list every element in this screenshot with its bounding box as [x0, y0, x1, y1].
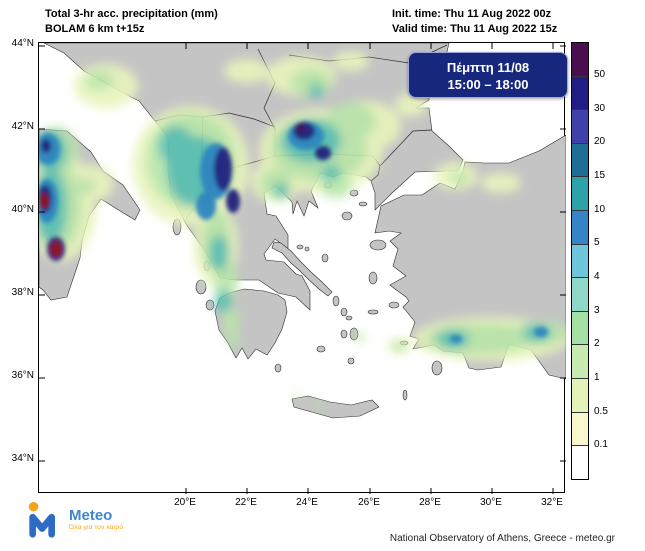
forecast-day: Πέμπτη 11/08	[446, 60, 530, 75]
colorbar-label: 1	[594, 372, 600, 383]
lat-label: 44°N	[11, 38, 34, 49]
colorbar-segment	[572, 344, 588, 379]
colorbar-segment	[572, 411, 588, 446]
map-svg	[39, 43, 566, 494]
colorbar-label: 5	[594, 237, 600, 248]
init-time: Init. time: Thu 11 Aug 2022 00z	[392, 8, 552, 20]
meteo-logo-icon	[28, 501, 55, 538]
colorbar-label: 20	[594, 136, 606, 147]
lon-label: 26°E	[358, 497, 380, 508]
colorbar-segment	[572, 243, 588, 278]
colorbar-segment	[572, 43, 588, 76]
credit-text: National Observatory of Athens, Greece -…	[389, 533, 615, 544]
colorbar-segment	[572, 176, 588, 211]
lat-label: 42°N	[11, 121, 34, 132]
lon-label: 30°E	[480, 497, 502, 508]
lat-label: 34°N	[11, 453, 34, 464]
model-info: BOLAM 6 km t+15z	[45, 23, 145, 35]
lon-label: 22°E	[235, 497, 257, 508]
lat-label: 38°N	[11, 287, 34, 298]
crete-island	[291, 395, 380, 419]
colorbar-segment	[572, 277, 588, 311]
meteo-logo-tagline: Όλα για τον καιρό	[69, 524, 124, 531]
lon-label: 32°E	[541, 497, 563, 508]
colorbar-segment	[572, 210, 588, 244]
forecast-hours: 15:00 – 18:00	[447, 77, 529, 92]
valid-time: Valid time: Thu 11 Aug 2022 15z	[392, 23, 558, 35]
lat-label: 40°N	[11, 204, 34, 215]
lat-label: 36°N	[11, 370, 34, 381]
lon-label: 20°E	[174, 497, 196, 508]
meteo-logo: Meteo Όλα για τον καιρό	[26, 499, 123, 541]
ticks-layer	[39, 43, 566, 494]
colorbar-label: 2	[594, 338, 600, 349]
lon-label: 24°E	[296, 497, 318, 508]
colorbar-label: 15	[594, 170, 606, 181]
euboea-island	[271, 241, 333, 297]
colorbar-label: 50	[594, 69, 606, 80]
colorbar-label: 0.1	[594, 439, 608, 450]
colorbar-segment	[572, 378, 588, 412]
colorbar-label: 10	[594, 204, 606, 215]
colorbar-label: 0.5	[594, 406, 608, 417]
lon-label: 28°E	[419, 497, 441, 508]
meteo-logo-text: Meteo	[69, 507, 113, 524]
precipitation-cores-layer	[39, 122, 548, 343]
colorbar-segment	[572, 75, 588, 110]
colorbar-segment	[572, 310, 588, 345]
colorbar-segment	[572, 445, 588, 479]
colorbar-segment	[572, 109, 588, 143]
forecast-period-box: Πέμπτη 11/08 15:00 – 18:00	[408, 52, 568, 98]
colorbar-segment	[572, 142, 588, 177]
colorbar-label: 3	[594, 305, 600, 316]
map-canvas	[38, 42, 566, 494]
map-title: Total 3-hr acc. precipitation (mm)	[45, 8, 218, 20]
colorbar	[571, 42, 589, 480]
colorbar-label: 30	[594, 103, 606, 114]
colorbar-label: 4	[594, 271, 600, 282]
